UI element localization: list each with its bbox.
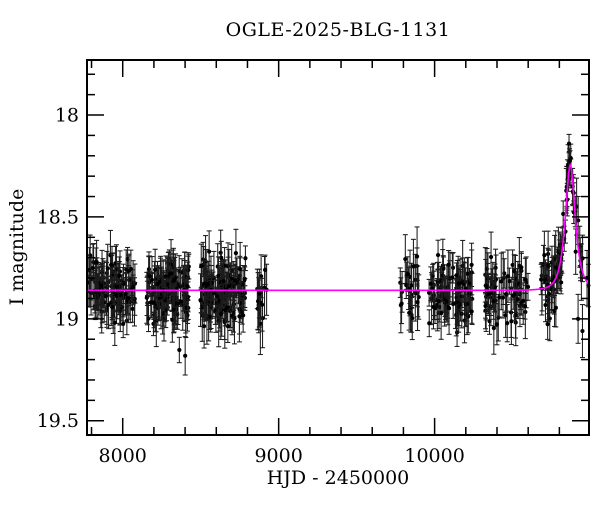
model-curve: [87, 163, 590, 292]
x-axis-label: HJD - 2450000: [266, 467, 410, 489]
tick-label: 18: [55, 105, 79, 127]
axis-frame-and-ticks: [86, 59, 590, 436]
tick-label: 19: [55, 308, 79, 330]
tick-label: 18.5: [37, 206, 79, 228]
tick-label: 9000: [254, 445, 302, 467]
tick-label: 19.5: [37, 410, 79, 432]
tick-label: 10000: [404, 445, 464, 467]
figure-title: OGLE-2025-BLG-1131: [225, 19, 451, 41]
data-points-group: [86, 133, 591, 376]
tick-label: 8000: [99, 445, 147, 467]
tick-labels: 8000 9000 10000 18 18.5 19 19.5: [37, 105, 465, 467]
